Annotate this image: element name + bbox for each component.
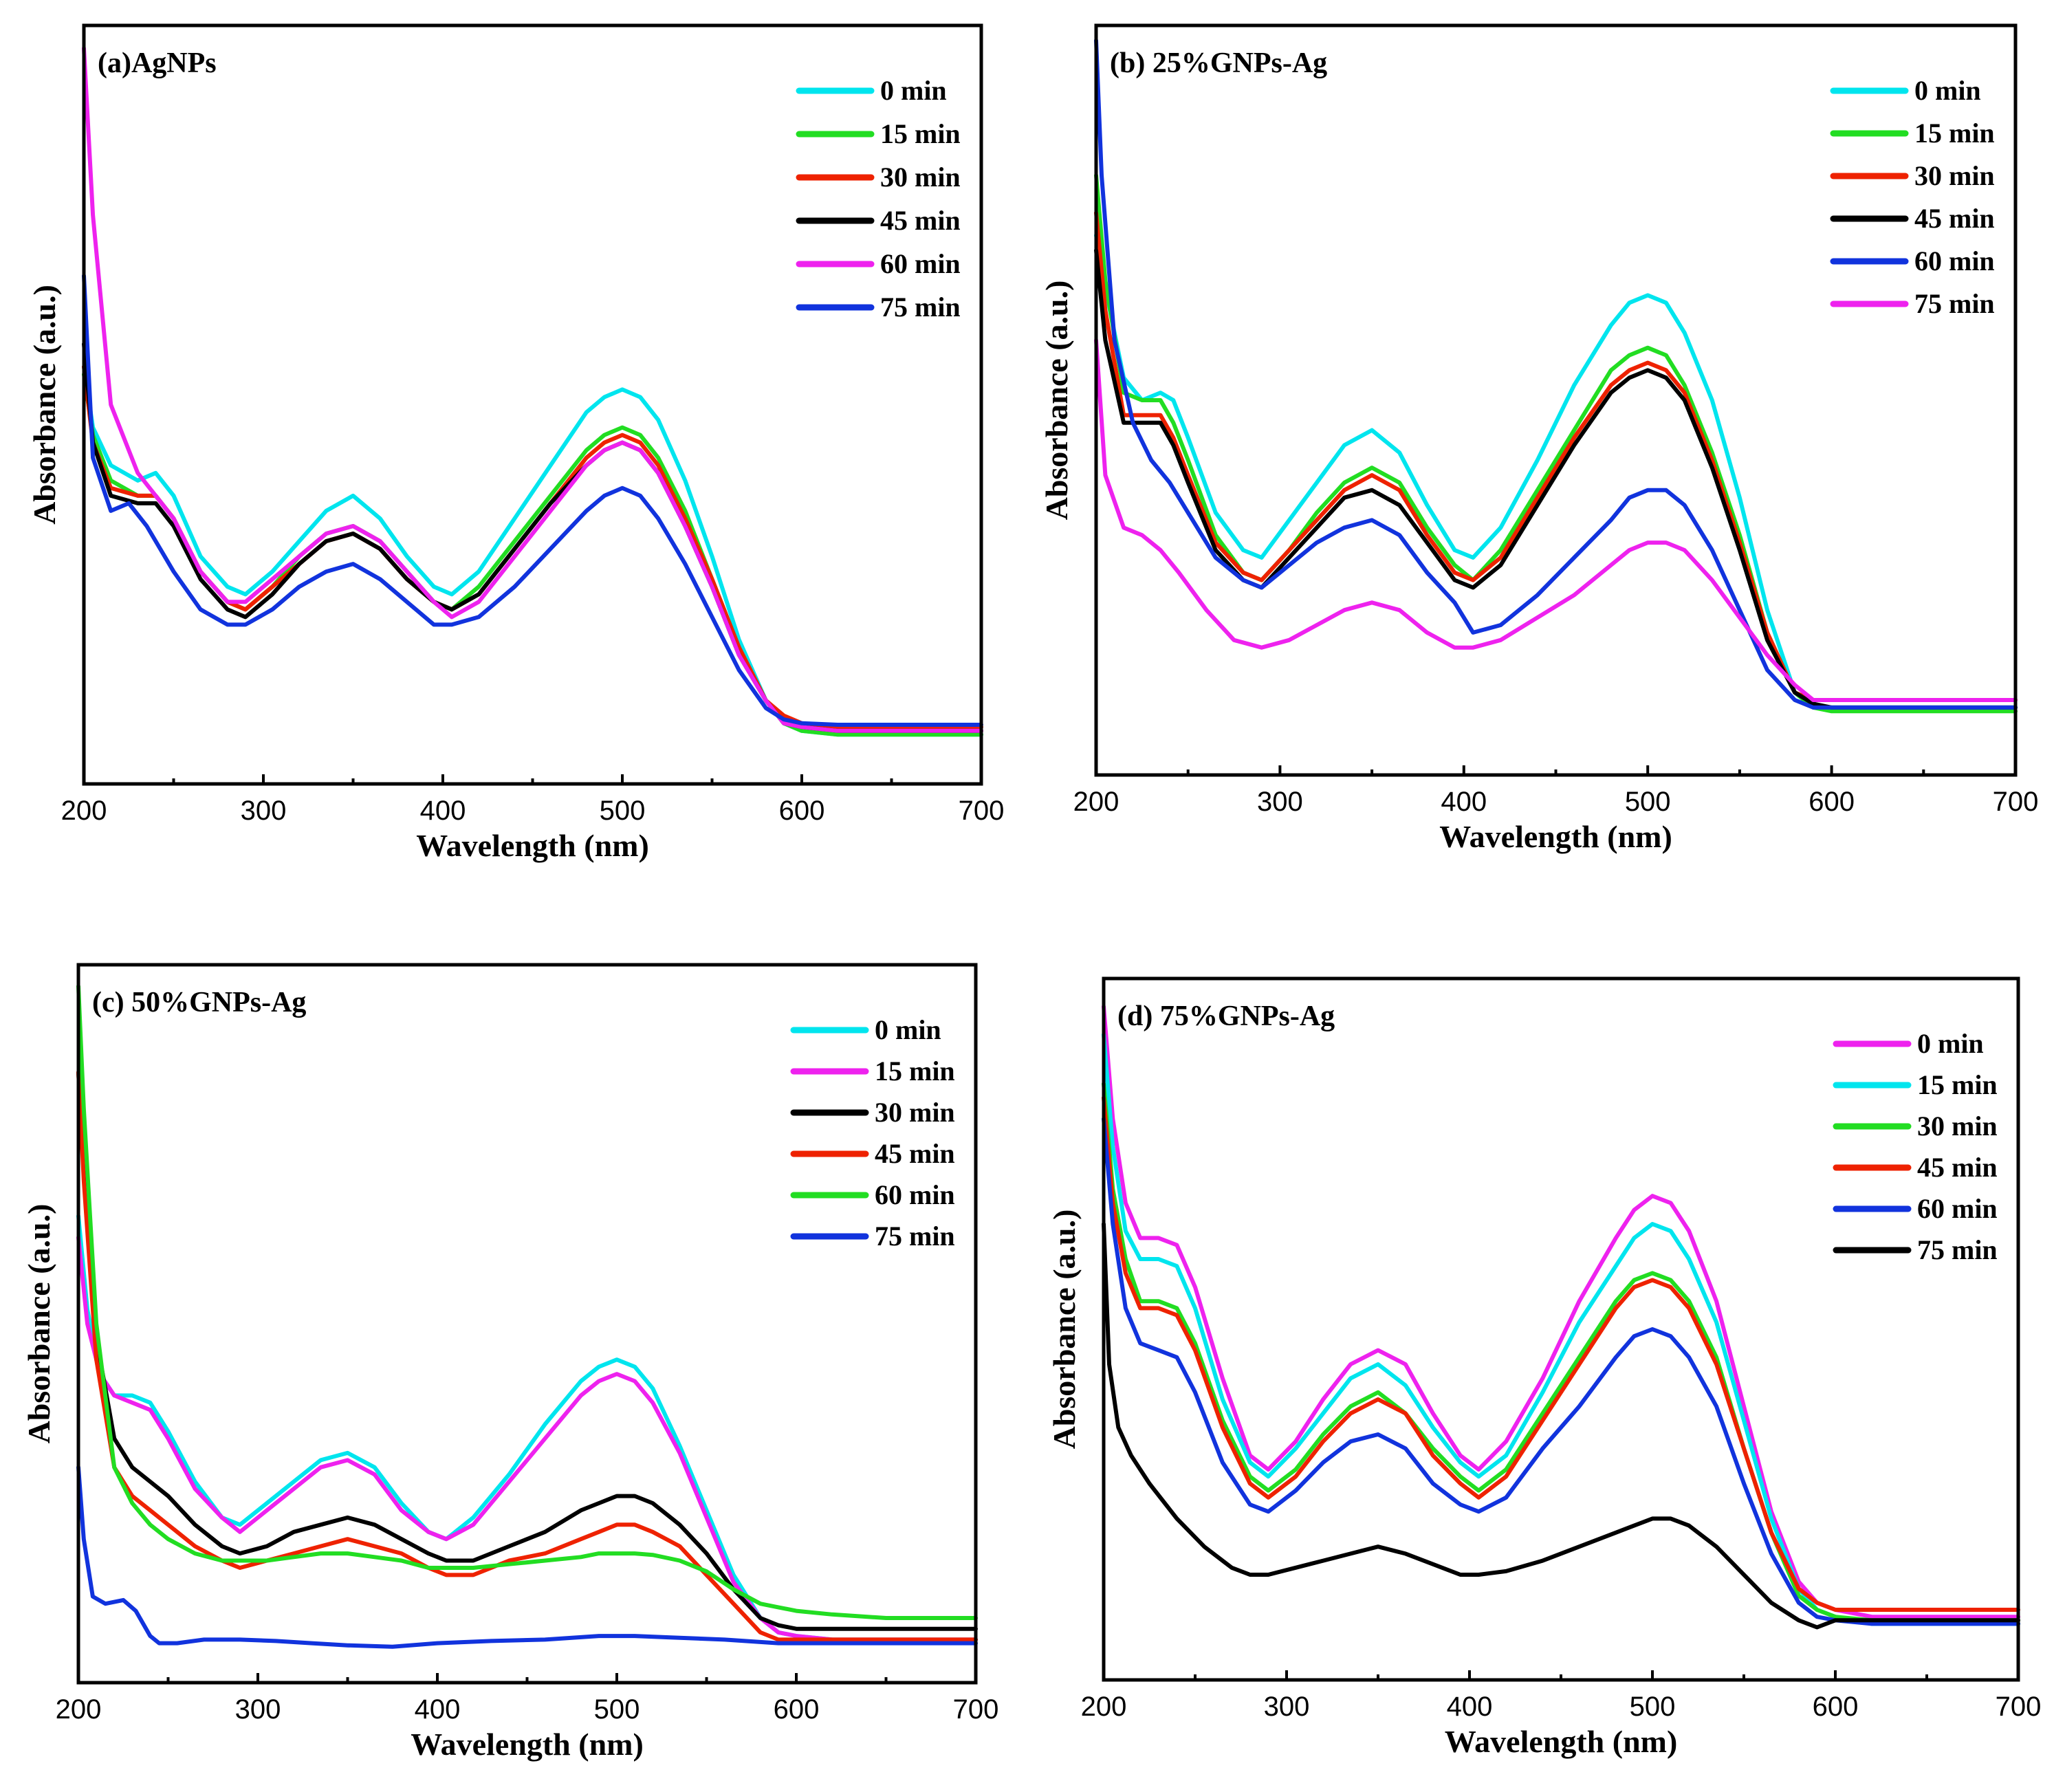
x-tick-label: 700 — [1993, 787, 2039, 817]
chart-panel-2: 200 300 400 500 600 700 Wavelength (nm) Absorba… — [1039, 23, 2039, 854]
legend-label-3: 30 min — [880, 162, 961, 193]
x-tick-label: 700 — [959, 796, 1005, 826]
x-tick-label: 500 — [1625, 787, 1671, 817]
series-line-6 — [1094, 338, 2018, 702]
series-line-4 — [76, 1070, 978, 1642]
x-tick-label: 700 — [953, 1694, 999, 1725]
x-tick-label: 600 — [774, 1694, 820, 1725]
series-line-5 — [76, 984, 978, 1620]
legend-label-1: 0 min — [875, 1014, 941, 1045]
x-axis-label: Wavelength (nm) — [1445, 1724, 1678, 1759]
series-line-3 — [76, 1070, 978, 1631]
chart-panel-1: 200 300 400 500 600 700 Wavelength (nm) Absorba… — [27, 23, 1005, 863]
x-tick-label: 500 — [594, 1694, 640, 1725]
x-axis-label: Wavelength (nm) — [411, 1727, 644, 1762]
x-tick-label: 200 — [1073, 787, 1119, 817]
legend-label-3: 30 min — [1914, 160, 1995, 191]
legend-label-6: 75 min — [875, 1221, 955, 1252]
y-axis-label: Absorbance (a.u.) — [21, 1204, 56, 1444]
panel-title: (a)AgNPs — [98, 47, 217, 79]
panel-title: (d) 75%GNPs-Ag — [1117, 1001, 1335, 1032]
legend-label-1: 0 min — [1914, 75, 1981, 106]
legend-label-6: 75 min — [1917, 1234, 1998, 1265]
y-axis-label: Absorbance (a.u.) — [27, 285, 62, 525]
x-tick-label: 500 — [1630, 1692, 1676, 1722]
series-line-3 — [1094, 210, 2018, 702]
legend-label-4: 45 min — [1917, 1152, 1998, 1183]
x-tick-label: 600 — [779, 796, 825, 826]
legend-label-2: 15 min — [880, 118, 961, 149]
x-tick-label: 300 — [1264, 1692, 1310, 1722]
series-line-1 — [1102, 1004, 2020, 1619]
legend-label-3: 30 min — [1917, 1111, 1998, 1141]
legend-label-4: 45 min — [1914, 203, 1995, 234]
legend-label-2: 15 min — [1917, 1069, 1998, 1100]
legend-label-5: 60 min — [1917, 1193, 1998, 1224]
series-line-5 — [82, 46, 983, 733]
legend-label-2: 15 min — [875, 1056, 955, 1086]
legend-label-2: 15 min — [1914, 118, 1995, 149]
x-tick-label: 500 — [600, 796, 646, 826]
x-tick-label: 400 — [1447, 1692, 1493, 1722]
x-tick-label: 200 — [1081, 1692, 1127, 1722]
x-tick-label: 400 — [415, 1694, 461, 1725]
legend-label-6: 75 min — [1914, 288, 1995, 319]
series-line-2 — [1102, 1032, 2020, 1626]
chart-panel-4: 200 300 400 500 600 700 Wavelength (nm) Absorba… — [1047, 976, 2042, 1759]
x-axis-label: Wavelength (nm) — [416, 828, 649, 863]
x-tick-label: 300 — [1257, 787, 1303, 817]
legend-label-5: 60 min — [1914, 245, 1995, 276]
panel-title: (b) 25%GNPs-Ag — [1110, 47, 1327, 79]
legend-label-4: 45 min — [880, 205, 961, 236]
panel-title: (c) 50%GNPs-Ag — [92, 987, 306, 1018]
x-tick-label: 400 — [420, 796, 466, 826]
x-tick-label: 200 — [61, 796, 107, 826]
y-axis-label: Absorbance (a.u.) — [1047, 1210, 1082, 1450]
series-line-1 — [1094, 233, 2018, 710]
y-axis-label: Absorbance (a.u.) — [1039, 281, 1074, 521]
x-tick-label: 300 — [241, 796, 287, 826]
series-line-6 — [82, 274, 983, 727]
series-line-5 — [1102, 1117, 2020, 1626]
series-line-4 — [1094, 248, 2018, 710]
legend-label-3: 30 min — [875, 1097, 955, 1128]
series-line-6 — [76, 1465, 978, 1649]
legend-label-1: 0 min — [1917, 1028, 1984, 1059]
legend-label-5: 60 min — [880, 248, 961, 279]
legend-label-5: 60 min — [875, 1179, 955, 1210]
legend-label-1: 0 min — [880, 75, 947, 106]
x-tick-label: 300 — [235, 1694, 281, 1725]
chart-panel-3: 200 300 400 500 600 700 Wavelength (nm) Absorba… — [21, 963, 999, 1762]
legend-label-6: 75 min — [880, 292, 961, 323]
x-tick-label: 200 — [56, 1694, 102, 1725]
x-tick-label: 700 — [1996, 1692, 2042, 1722]
x-tick-label: 600 — [1809, 787, 1855, 817]
series-line-4 — [1102, 1095, 2020, 1612]
legend-label-4: 45 min — [875, 1138, 955, 1169]
x-axis-label: Wavelength (nm) — [1439, 819, 1672, 854]
x-tick-label: 400 — [1441, 787, 1487, 817]
series-line-5 — [1094, 38, 2018, 710]
series-line-6 — [1102, 1222, 2020, 1630]
x-tick-label: 600 — [1813, 1692, 1859, 1722]
